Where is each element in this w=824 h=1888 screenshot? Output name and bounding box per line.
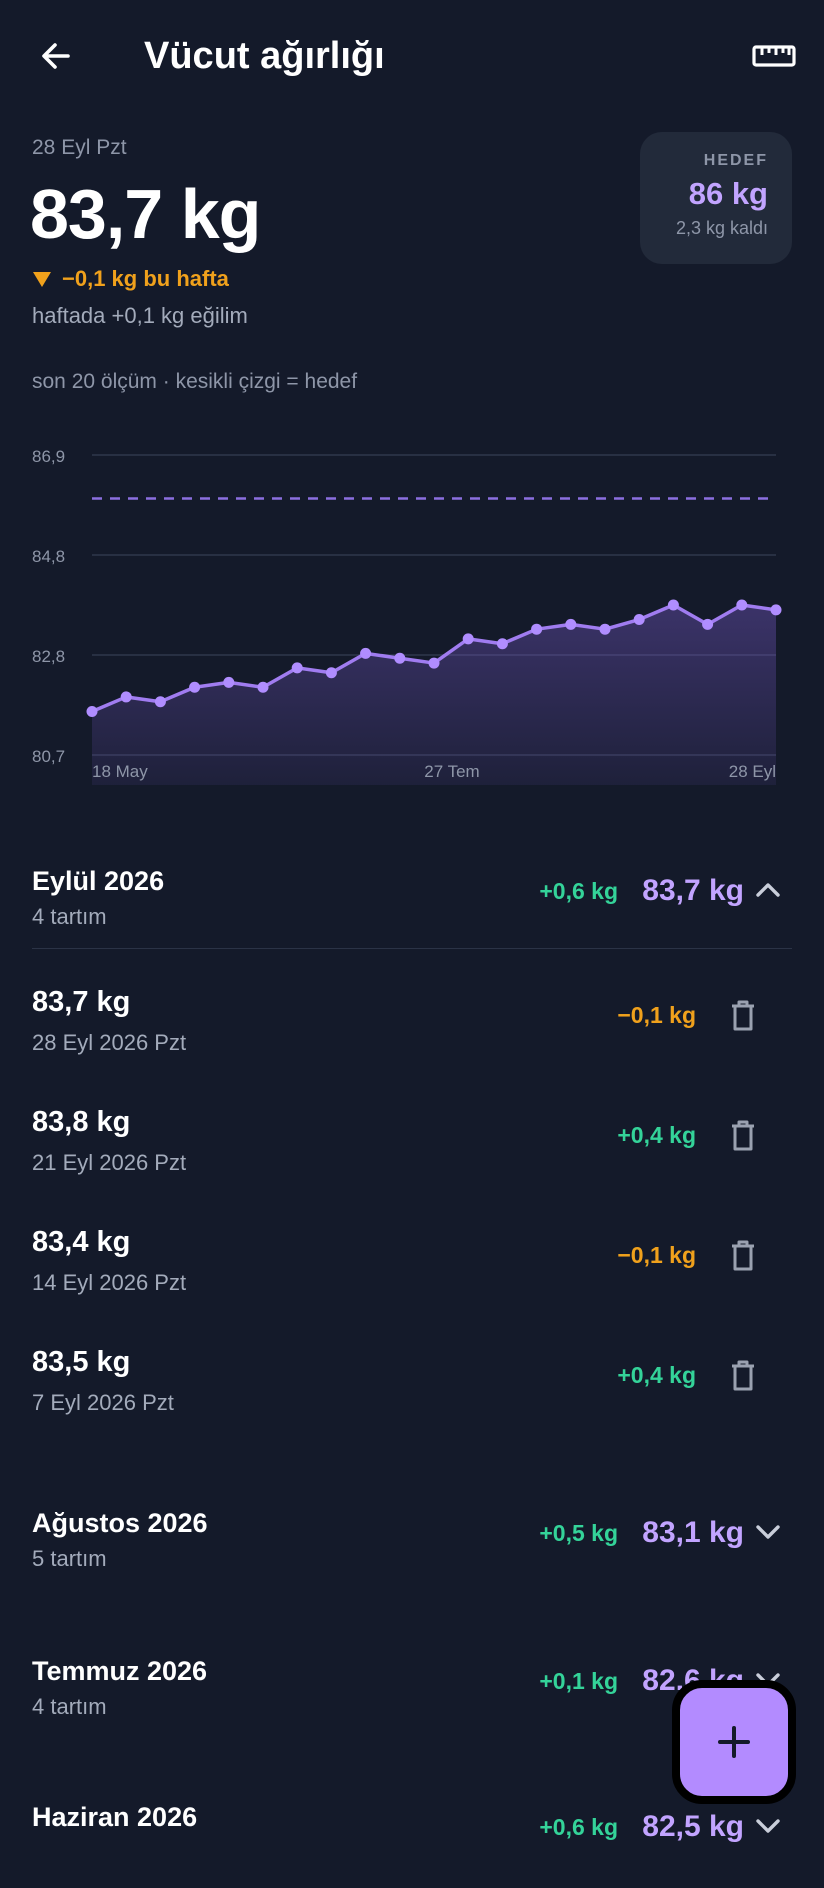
entry-delta: −0,1 kg: [617, 1002, 696, 1028]
goal-remaining: 2,3 kg kaldı: [675, 218, 768, 238]
data-point: [325, 667, 337, 679]
weight-entry-row[interactable]: 83,5 kg 7 Eyl 2026 Pzt +0,4 kg: [0, 1338, 824, 1448]
y-tick-label: 84,8: [32, 547, 65, 566]
data-point: [291, 662, 303, 674]
month-delta: +0,6 kg: [539, 878, 618, 904]
entry-date: 28 Eyl 2026 Pzt: [32, 1030, 187, 1055]
plus-icon: [718, 1726, 750, 1758]
data-point: [394, 652, 406, 664]
data-point: [428, 657, 440, 669]
month-name: Haziran 2026: [32, 1802, 198, 1832]
measure-button[interactable]: [748, 32, 800, 80]
month-header-eylul[interactable]: Eylül 2026 4 tartım +0,6 kg 83,7 kg: [0, 856, 824, 952]
delete-entry-button[interactable]: [725, 1356, 761, 1396]
goal-label: HEDEF: [703, 152, 768, 169]
y-tick-label: 80,7: [32, 747, 65, 766]
entry-weight: 83,5 kg: [32, 1346, 131, 1378]
top-app-bar: Vücut ağırlığı: [0, 0, 824, 112]
arrow-left-icon: [42, 43, 70, 69]
entry-date: 7 Eyl 2026 Pzt: [32, 1390, 174, 1415]
trash-icon: [732, 1000, 754, 1031]
data-point: [496, 638, 508, 650]
data-point: [223, 676, 235, 688]
y-tick-label: 82,8: [32, 647, 65, 666]
data-point: [633, 614, 645, 626]
trash-icon: [732, 1120, 754, 1151]
month-count: 4 tartım: [32, 904, 107, 929]
month-delta: +0,6 kg: [539, 1814, 618, 1840]
trash-icon: [732, 1360, 754, 1391]
data-point: [154, 696, 166, 708]
month-delta: +0,5 kg: [539, 1520, 618, 1546]
weight-entry-row[interactable]: 83,8 kg 21 Eyl 2026 Pzt +0,4 kg: [0, 1098, 824, 1208]
weight-chart: 86,9 84,8 82,8 80,7 18 May 27 Tem 28 Eyl: [32, 447, 782, 785]
page-title: Vücut ağırlığı: [144, 35, 385, 77]
delete-entry-button[interactable]: [725, 996, 761, 1036]
entry-date: 21 Eyl 2026 Pzt: [32, 1150, 187, 1175]
goal-card[interactable]: HEDEF 86 kg 2,3 kg kaldı: [640, 132, 792, 264]
add-weight-button[interactable]: [672, 1680, 796, 1804]
entry-date: 14 Eyl 2026 Pzt: [32, 1270, 187, 1295]
triangle-down-icon: [33, 272, 51, 287]
entry-weight: 83,8 kg: [32, 1106, 131, 1138]
delete-entry-button[interactable]: [725, 1236, 761, 1276]
back-button[interactable]: [32, 32, 80, 80]
x-tick-label: 27 Tem: [424, 762, 479, 781]
month-average: 83,1 kg: [642, 1516, 744, 1549]
data-point: [667, 599, 679, 611]
entry-delta: +0,4 kg: [617, 1362, 696, 1388]
data-point: [360, 647, 372, 659]
delete-entry-button[interactable]: [725, 1116, 761, 1156]
entry-delta: −0,1 kg: [617, 1242, 696, 1268]
weekly-change: −0,1 kg bu hafta: [32, 266, 229, 292]
month-header-haziran[interactable]: Haziran 2026 +0,6 kg 82,5 kg: [0, 1792, 824, 1888]
weekly-change-text: −0,1 kg bu hafta: [62, 266, 229, 291]
data-point: [565, 618, 577, 630]
data-point: [599, 623, 611, 635]
goal-value: 86 kg: [688, 176, 768, 211]
entry-weight: 83,7 kg: [32, 986, 131, 1018]
weight-entry-row[interactable]: 83,7 kg 28 Eyl 2026 Pzt −0,1 kg: [0, 978, 824, 1088]
entry-delta: +0,4 kg: [617, 1122, 696, 1148]
divider: [32, 948, 792, 949]
x-tick-label: 28 Eyl: [729, 762, 776, 781]
month-header-agustos[interactable]: Ağustos 2026 5 tartım +0,5 kg 83,1 kg: [0, 1498, 824, 1594]
trend-text: haftada +0,1 kg eğilim: [32, 303, 248, 328]
summary-date: 28 Eyl Pzt: [32, 136, 127, 159]
data-point: [257, 681, 269, 693]
current-weight: 83,7 kg: [30, 175, 261, 253]
month-average: 83,7 kg: [642, 874, 744, 907]
month-average: 82,5 kg: [642, 1810, 744, 1843]
data-point: [702, 618, 714, 630]
month-count: 4 tartım: [32, 1694, 107, 1719]
chart-area: [92, 605, 776, 785]
data-point: [770, 604, 782, 616]
ruler-icon: [752, 45, 796, 67]
month-name: Eylül 2026: [32, 866, 165, 896]
data-point: [531, 623, 543, 635]
data-point: [736, 599, 748, 611]
chevron-up-icon: [756, 883, 780, 897]
data-point: [120, 691, 132, 703]
y-tick-label: 86,9: [32, 447, 65, 466]
data-point: [462, 633, 474, 645]
month-count: 5 tartım: [32, 1546, 107, 1571]
data-point: [86, 705, 98, 717]
chevron-down-icon: [756, 1525, 780, 1539]
month-name: Ağustos 2026: [32, 1508, 208, 1538]
month-name: Temmuz 2026: [32, 1656, 208, 1686]
weight-entry-row[interactable]: 83,4 kg 14 Eyl 2026 Pzt −0,1 kg: [0, 1218, 824, 1328]
entry-weight: 83,4 kg: [32, 1226, 131, 1258]
data-point: [189, 681, 201, 693]
month-delta: +0,1 kg: [539, 1668, 618, 1694]
trash-icon: [732, 1240, 754, 1271]
x-tick-label: 18 May: [92, 762, 148, 781]
chart-caption: son 20 ölçüm · kesikli çizgi = hedef: [32, 370, 358, 393]
chevron-down-icon: [756, 1819, 780, 1833]
